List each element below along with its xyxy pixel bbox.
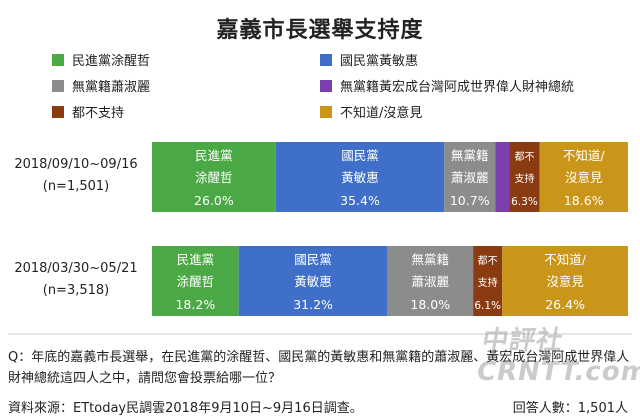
bar-segment bbox=[152, 246, 239, 316]
legend-item: 民進黨涂醒哲 bbox=[52, 50, 150, 69]
legend-swatch bbox=[52, 53, 64, 66]
bar-label: 涂醒哲 bbox=[195, 170, 233, 185]
legend-swatch bbox=[52, 79, 64, 92]
bar-segment bbox=[473, 246, 503, 316]
bar-label: 民進黨 bbox=[177, 252, 215, 267]
data-label: 6.3% bbox=[511, 196, 538, 208]
bar-label: 涂醒哲 bbox=[177, 274, 215, 289]
bar-label: 沒意見 bbox=[546, 274, 584, 289]
legend-swatch bbox=[320, 105, 332, 118]
data-label: 26.4% bbox=[545, 297, 585, 312]
bar-label: 黃敏惠 bbox=[341, 170, 379, 185]
row-label-1: 2018/03/30~05/21 (n=3,518) bbox=[0, 258, 152, 302]
row-date: 2018/09/10~09/16 bbox=[14, 157, 138, 172]
legend-label: 不知道/沒意見 bbox=[340, 106, 423, 121]
bar-segment bbox=[387, 246, 474, 316]
legend-item: 國民黨黃敏惠 bbox=[320, 50, 418, 69]
bar-label: 不知道/ bbox=[544, 252, 587, 267]
legend-item: 不知道/沒意見 bbox=[320, 102, 422, 121]
source-note: 資料來源：ETtoday民調雲2018年9月10日~9月16日調查。 bbox=[8, 401, 363, 416]
legend-label: 無黨籍蕭淑麗 bbox=[72, 80, 151, 95]
bar-label: 無黨籍 bbox=[451, 148, 489, 163]
legend-label: 國民黨黃敏惠 bbox=[340, 54, 419, 69]
bar-label: 都不 bbox=[514, 151, 534, 163]
bar-label: 蕭淑麗 bbox=[412, 274, 450, 289]
bar-label: 無黨籍 bbox=[412, 252, 450, 267]
row-date: 2018/03/30~05/21 bbox=[14, 261, 138, 276]
data-label: 35.4% bbox=[340, 193, 380, 208]
bar-label: 沒意見 bbox=[565, 170, 603, 185]
legend-label: 民進黨涂醒哲 bbox=[72, 54, 151, 69]
data-label: 6.1% bbox=[474, 300, 501, 312]
bar-segment bbox=[539, 142, 628, 212]
bar-segment bbox=[152, 142, 276, 212]
bar-segment bbox=[509, 142, 540, 212]
bar-segment bbox=[502, 246, 628, 316]
data-label: 18.6% bbox=[564, 193, 604, 208]
legend-swatch bbox=[320, 53, 332, 66]
legend-swatch bbox=[320, 79, 332, 92]
survey-question: Q：年底的嘉義市長選舉，在民進黨的涂醒哲、國民黨的黃敏惠和無黨籍的蕭淑麗、黃宏成… bbox=[8, 350, 630, 386]
legend-swatch bbox=[52, 105, 64, 118]
bar-label: 不知道/ bbox=[563, 148, 606, 163]
legend-item: 都不支持 bbox=[52, 102, 124, 121]
row-sample-size: (n=1,501) bbox=[42, 179, 110, 194]
bar-segment bbox=[238, 246, 388, 316]
data-label: 10.7% bbox=[450, 193, 490, 208]
data-label: 26.0% bbox=[194, 193, 234, 208]
bar-segment bbox=[275, 142, 445, 212]
respondent-count: 回答人數：1,501人 bbox=[512, 401, 628, 416]
row-label-0: 2018/09/10~09/16 (n=1,501) bbox=[0, 154, 152, 198]
bar-segment bbox=[495, 142, 510, 212]
data-label: 18.0% bbox=[410, 297, 450, 312]
bar-label: 都不 bbox=[478, 255, 498, 267]
chart-title: 嘉義市長選舉支持度 bbox=[216, 18, 424, 43]
bar-label: 國民黨 bbox=[294, 252, 332, 267]
bar-label: 支持 bbox=[514, 172, 534, 185]
bar-label: 民進黨 bbox=[195, 148, 233, 163]
bar-label: 國民黨 bbox=[341, 148, 379, 163]
bar-segment bbox=[444, 142, 496, 212]
bar-label: 蕭淑麗 bbox=[451, 170, 489, 185]
chart-legend: 民進黨涂醒哲 國民黨黃敏惠 無黨籍蕭淑麗 無黨籍黃宏成台灣阿成世界偉人財神總統 … bbox=[52, 50, 612, 130]
bar-label: 黃敏惠 bbox=[294, 274, 332, 289]
bar-label: 支持 bbox=[478, 276, 498, 289]
legend-item: 無黨籍黃宏成台灣阿成世界偉人財神總統 bbox=[320, 76, 574, 95]
data-label: 31.2% bbox=[293, 297, 333, 312]
legend-item: 無黨籍蕭淑麗 bbox=[52, 76, 150, 95]
data-label: 18.2% bbox=[175, 297, 215, 312]
legend-label: 無黨籍黃宏成台灣阿成世界偉人財神總統 bbox=[340, 80, 575, 95]
row-sample-size: (n=3,518) bbox=[42, 283, 110, 298]
legend-label: 都不支持 bbox=[72, 106, 125, 121]
